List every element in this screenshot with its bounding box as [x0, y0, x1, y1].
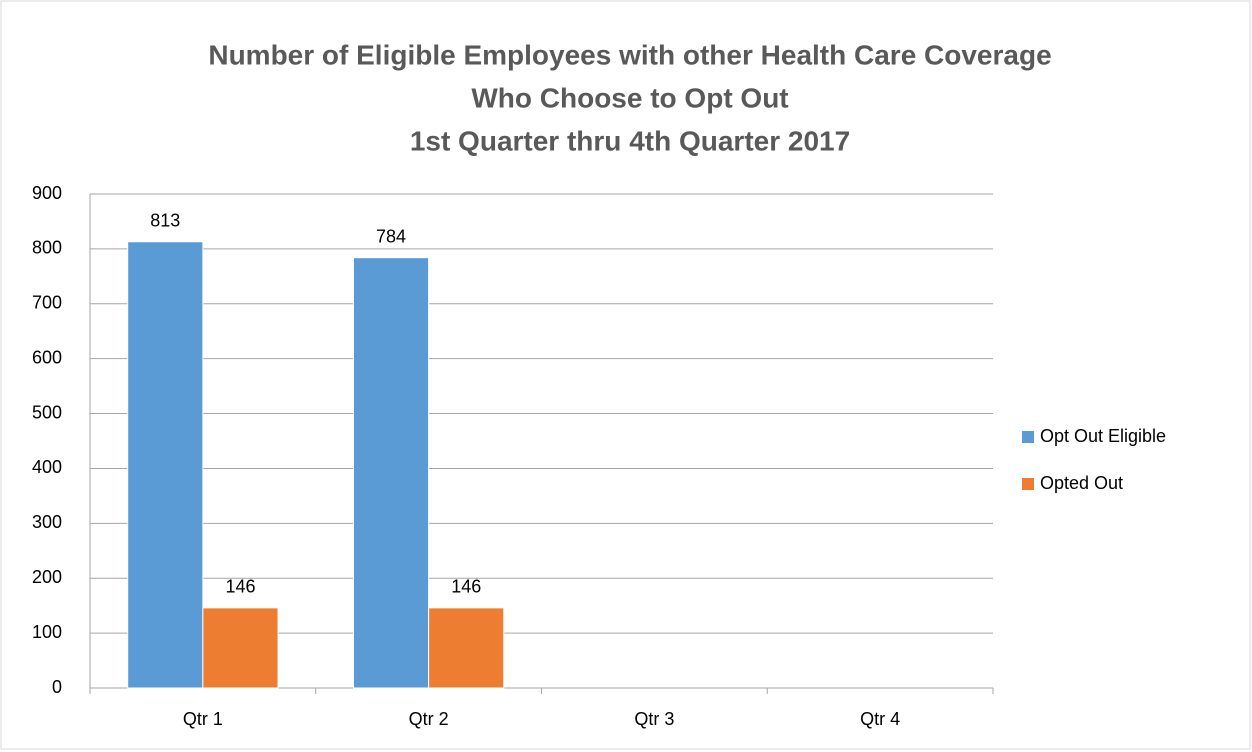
y-tick-label: 300 [32, 512, 62, 532]
legend-swatch [1022, 431, 1034, 443]
legend-label: Opted Out [1040, 473, 1123, 493]
bar [202, 607, 279, 689]
y-tick-label: 0 [52, 677, 62, 697]
bar [428, 607, 505, 689]
x-tick-label: Qtr 4 [860, 709, 900, 729]
y-tick-label: 400 [32, 457, 62, 477]
bar [127, 241, 204, 689]
data-label: 813 [150, 211, 180, 231]
x-tick-label: Qtr 1 [183, 709, 223, 729]
data-label: 146 [451, 577, 481, 597]
y-tick-label: 900 [32, 183, 62, 203]
chart-title: Number of Eligible Employees with other … [208, 39, 1051, 70]
x-tick-label: Qtr 2 [409, 709, 449, 729]
data-label: 784 [376, 226, 406, 246]
data-label: 146 [225, 577, 255, 597]
y-tick-label: 700 [32, 293, 62, 313]
legend-swatch [1022, 478, 1034, 490]
y-tick-label: 500 [32, 402, 62, 422]
y-tick-label: 100 [32, 622, 62, 642]
chart-title: 1st Quarter thru 4th Quarter 2017 [410, 125, 850, 156]
bar [352, 257, 430, 689]
y-tick-label: 800 [32, 238, 62, 258]
legend-label: Opt Out Eligible [1040, 426, 1166, 446]
y-tick-label: 600 [32, 347, 62, 367]
x-tick-label: Qtr 3 [634, 709, 674, 729]
y-tick-label: 200 [32, 567, 62, 587]
chart-title: Who Choose to Opt Out [471, 82, 788, 113]
